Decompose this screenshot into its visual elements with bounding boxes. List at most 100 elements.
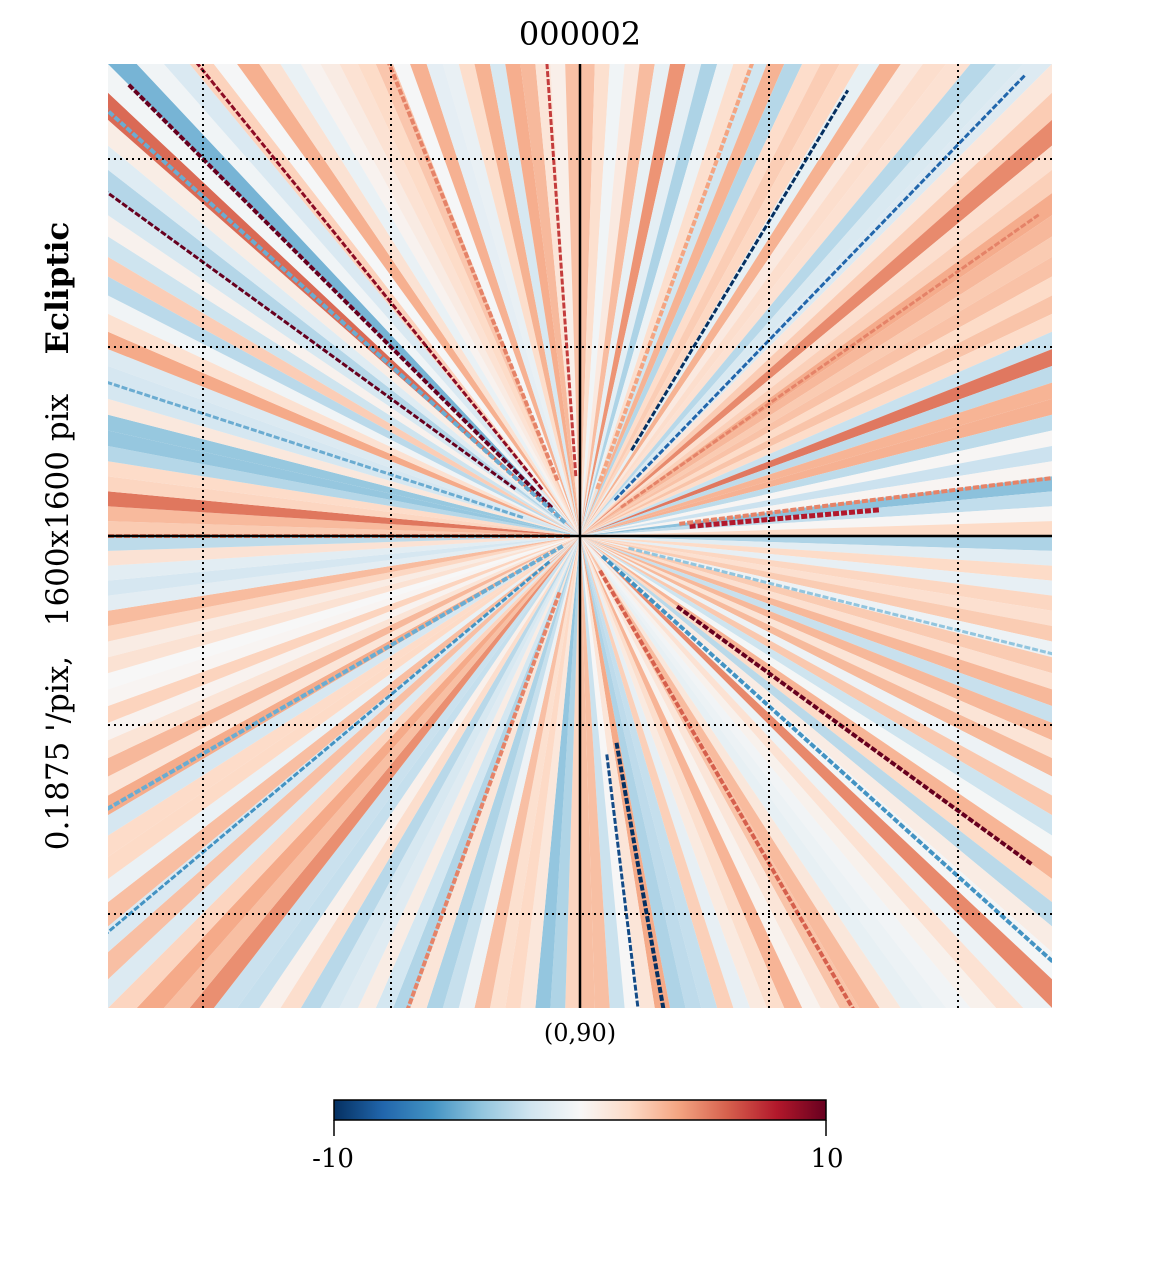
streak-feature <box>679 476 1052 526</box>
streak-wedge <box>108 536 580 953</box>
streak-wedge <box>580 430 1052 536</box>
streak-feature <box>628 546 1052 656</box>
streak-wedge <box>580 536 1052 706</box>
streak-wedge <box>339 536 580 1008</box>
streak-wedge <box>580 536 971 1008</box>
graticule <box>108 64 1052 1008</box>
streak-wedge <box>580 119 1052 536</box>
streak-wedge <box>237 64 580 536</box>
streak-wedge <box>339 64 580 536</box>
streak-feature <box>630 89 850 452</box>
streak-feature <box>598 569 855 1008</box>
streak-wedge <box>189 64 580 536</box>
streak-wedge <box>108 430 580 536</box>
colorbar-min-label: -10 <box>312 1144 354 1174</box>
streak-wedge <box>163 64 580 536</box>
streak-wedge <box>259 64 580 536</box>
streak-wedge <box>580 276 1052 536</box>
streak-wedge <box>300 64 580 536</box>
chart-title: 000002 <box>518 15 642 53</box>
streak-wedge <box>580 64 1052 536</box>
streak-wedge <box>580 536 1052 723</box>
streak-wedge <box>426 64 580 536</box>
resolution-label: 0.1875 '/pix, <box>40 655 76 851</box>
streak-feature <box>605 754 640 1008</box>
streak-wedge <box>580 536 734 1008</box>
streak-wedge <box>108 536 580 674</box>
center-axes <box>108 64 1052 1008</box>
streak-wedge <box>580 193 1052 536</box>
streak-wedge <box>580 64 767 536</box>
streak-wedge <box>442 64 580 536</box>
streak-wedge <box>580 536 767 1008</box>
streak-wedge <box>580 536 785 1008</box>
streak-wedge <box>580 536 1052 927</box>
streak-feature <box>108 544 564 811</box>
streak-wedge <box>580 536 1052 980</box>
streak-wedge <box>580 92 1052 536</box>
streak-wedge <box>580 215 1052 536</box>
streak-wedge <box>580 536 947 1008</box>
streak-feature <box>675 604 1035 867</box>
radial-streaks <box>108 64 1052 1008</box>
streak-wedge <box>580 536 1052 777</box>
colorbar <box>333 1099 827 1136</box>
streak-wedge <box>108 536 580 690</box>
size-label: 1600x1600 pix <box>40 393 76 627</box>
streak-feature <box>620 213 1040 509</box>
streak-wedge <box>580 64 803 536</box>
streak-wedge <box>580 536 880 1008</box>
streak-wedge <box>108 536 580 777</box>
streak-wedge <box>580 169 1052 536</box>
streak-wedge <box>357 64 580 536</box>
colorbar-gradient <box>333 1099 827 1121</box>
streak-wedge <box>580 382 1052 536</box>
streak-feature <box>387 64 560 482</box>
streak-feature <box>108 560 551 935</box>
streak-wedge <box>580 536 1052 816</box>
streak-wedge <box>580 536 750 1008</box>
streak-wedge <box>580 313 1052 536</box>
streak-wedge <box>580 536 718 1008</box>
streak-feature <box>595 64 754 490</box>
streak-wedge <box>580 536 821 1008</box>
streak-wedge <box>320 64 580 536</box>
streak-feature <box>126 82 554 510</box>
map-plot <box>108 64 1052 1008</box>
streak-wedge <box>580 64 821 536</box>
streak-wedge <box>580 64 686 536</box>
streak-wedge <box>108 536 580 642</box>
streak-wedge <box>580 414 1052 536</box>
coordinate-system-label: Ecliptic <box>40 221 76 355</box>
streak-wedge <box>108 536 580 723</box>
streak-wedge <box>108 256 580 536</box>
streak-wedge <box>108 536 580 836</box>
streak-wedge <box>410 64 580 536</box>
streak-wedge <box>580 536 901 1008</box>
streak-wedge <box>580 236 1052 536</box>
streak-wedge <box>580 145 1052 536</box>
streak-wedge <box>108 536 580 796</box>
streak-feature <box>614 742 666 1008</box>
streak-wedge <box>108 536 580 903</box>
streak-wedge <box>580 256 1052 536</box>
streak-wedge <box>580 536 997 1008</box>
streak-wedge <box>580 536 803 1008</box>
streak-feature <box>406 591 562 1008</box>
streak-wedge <box>580 536 1052 1008</box>
streak-wedge <box>580 536 1024 1008</box>
streak-feature <box>108 381 524 519</box>
streak-wedge <box>136 64 580 536</box>
streak-wedge <box>108 536 580 980</box>
colorbar-max-label: 10 <box>810 1144 844 1174</box>
streak-feature <box>108 108 567 525</box>
streak-wedge <box>108 536 580 857</box>
streak-wedge <box>108 536 580 759</box>
streak-wedge <box>580 64 997 536</box>
streak-wedge <box>580 536 840 1008</box>
streak-feature <box>600 554 1052 964</box>
streak-wedge <box>108 536 580 1008</box>
streak-feature <box>545 64 578 477</box>
streak-wedge <box>580 366 1052 536</box>
streak-wedge <box>580 536 1052 741</box>
